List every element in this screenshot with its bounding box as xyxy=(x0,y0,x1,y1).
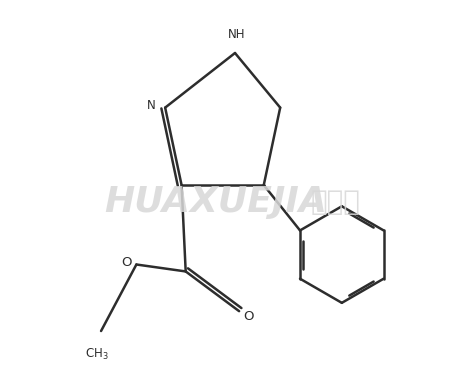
Text: 化学加: 化学加 xyxy=(311,188,360,216)
Text: NH: NH xyxy=(228,28,246,42)
Text: HUAXUEJIA: HUAXUEJIA xyxy=(104,185,327,219)
Text: CH$_3$: CH$_3$ xyxy=(86,347,109,361)
Text: O: O xyxy=(121,256,132,269)
Text: N: N xyxy=(147,99,156,112)
Text: O: O xyxy=(243,310,253,324)
